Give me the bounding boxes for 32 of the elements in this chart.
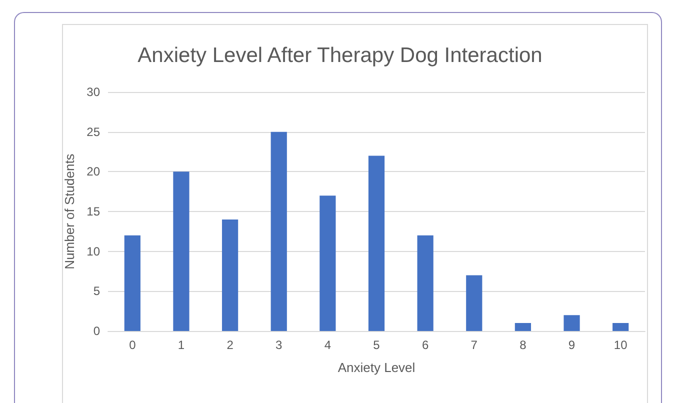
- x-tick-label: 5: [373, 338, 380, 352]
- bar: [612, 323, 629, 331]
- bar: [564, 315, 580, 331]
- y-axis-title: Number of Students: [62, 153, 77, 270]
- x-tick-label: 0: [129, 338, 136, 352]
- x-tick-label: 4: [324, 338, 332, 352]
- bar: [124, 235, 140, 331]
- chart-title: Anxiety Level After Therapy Dog Interaction: [138, 44, 542, 67]
- x-tick-label: 8: [520, 338, 527, 352]
- x-tick-label: 10: [614, 338, 628, 352]
- bar: [270, 132, 287, 331]
- x-tick-label: 2: [226, 338, 234, 352]
- y-tick-label: 5: [93, 284, 100, 298]
- bar: [173, 172, 190, 331]
- x-tick-label: 3: [276, 338, 283, 352]
- x-axis-title: Anxiety Level: [338, 360, 416, 375]
- bar: [320, 196, 336, 331]
- bar: [368, 156, 385, 331]
- y-tick-label: 0: [93, 324, 100, 338]
- x-tick-label: 1: [178, 338, 185, 352]
- y-tick-label: 20: [86, 164, 100, 179]
- y-tick-label: 15: [86, 204, 100, 218]
- x-tick-label: 7: [470, 338, 478, 352]
- bar: [466, 275, 482, 331]
- y-tick-label: 30: [86, 85, 100, 99]
- bar: [417, 235, 434, 331]
- y-tick-label: 10: [86, 244, 100, 258]
- x-tick-label: 9: [568, 338, 576, 352]
- bar: [514, 323, 532, 331]
- y-tick-label: 25: [86, 124, 100, 139]
- x-tick-label: 6: [422, 338, 429, 352]
- bar: [222, 219, 238, 331]
